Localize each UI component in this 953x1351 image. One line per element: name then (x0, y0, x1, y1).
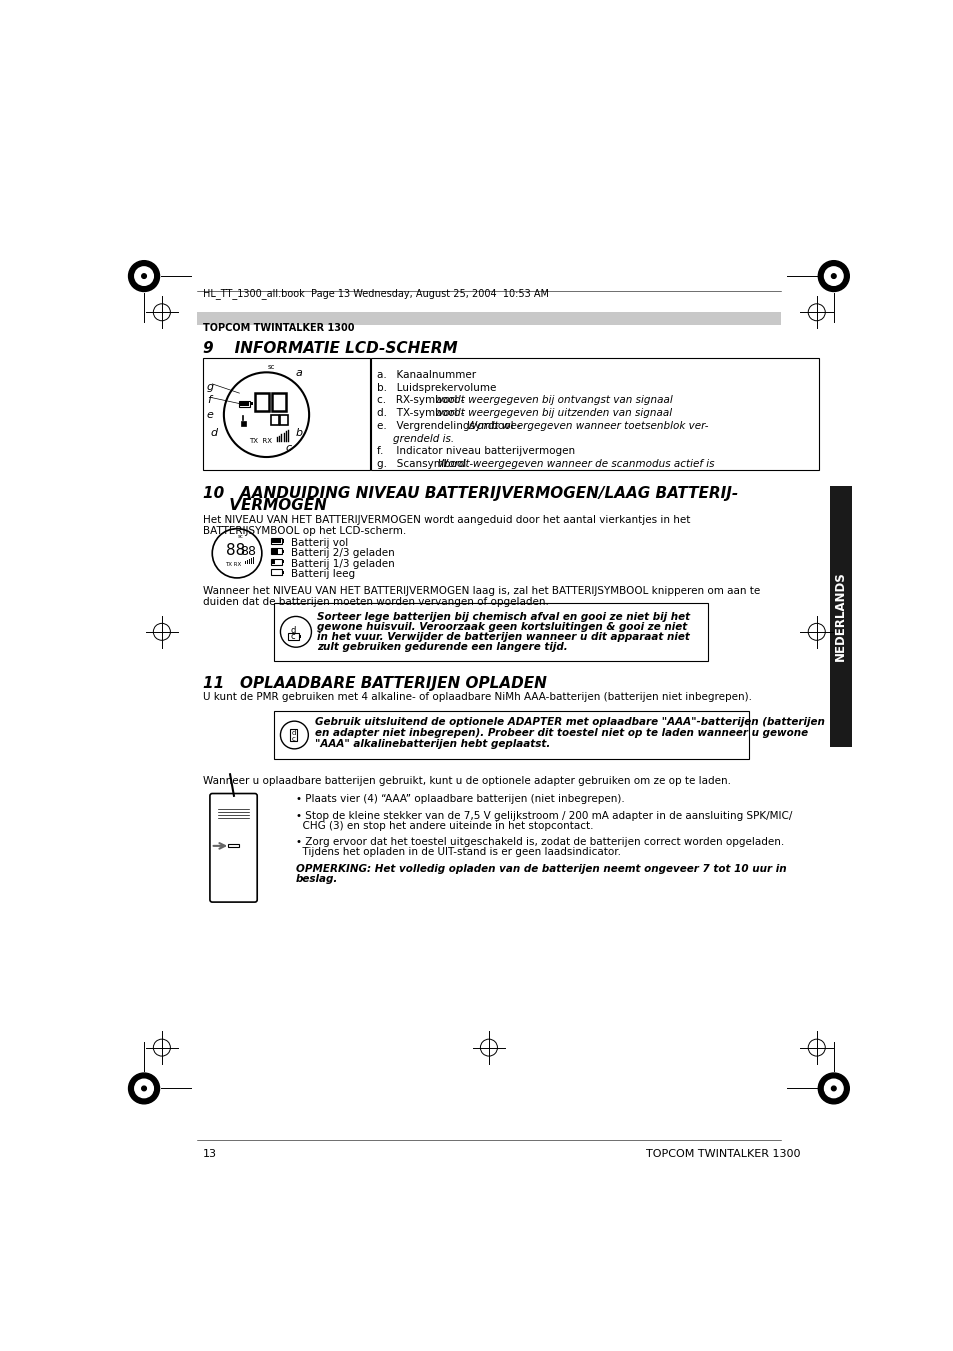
FancyBboxPatch shape (274, 711, 748, 759)
FancyBboxPatch shape (196, 312, 781, 326)
FancyBboxPatch shape (203, 358, 369, 470)
Text: 88: 88 (240, 544, 256, 558)
Text: en adapter niet inbegrepen). Probeer dit toestel niet op te laden wanneer u gewo: en adapter niet inbegrepen). Probeer dit… (314, 728, 807, 738)
Circle shape (823, 267, 842, 285)
Text: 88: 88 (226, 543, 245, 558)
FancyBboxPatch shape (282, 539, 284, 543)
FancyBboxPatch shape (282, 561, 284, 563)
FancyBboxPatch shape (250, 403, 253, 405)
FancyBboxPatch shape (371, 358, 819, 470)
Circle shape (129, 261, 159, 292)
Text: Wanneer u oplaadbare batterijen gebruikt, kunt u de optionele adapter gebruiken : Wanneer u oplaadbare batterijen gebruikt… (203, 775, 730, 786)
Text: g: g (207, 381, 213, 392)
Text: d: d (291, 730, 295, 735)
Text: c: c (291, 632, 294, 640)
Text: Batterij 1/3 geladen: Batterij 1/3 geladen (291, 559, 395, 569)
Text: Batterij leeg: Batterij leeg (291, 569, 355, 580)
Circle shape (142, 274, 146, 278)
Text: Wordt weergegeven wanneer de scanmodus actief is: Wordt weergegeven wanneer de scanmodus a… (438, 459, 714, 469)
Text: TOPCOM TWINTALKER 1300: TOPCOM TWINTALKER 1300 (645, 1150, 800, 1159)
Circle shape (823, 1079, 842, 1097)
Text: g.   Scansymbool -: g. Scansymbool - (377, 459, 476, 469)
Text: • Zorg ervoor dat het toestel uitgeschakeld is, zodat de batterijen correct word: • Zorg ervoor dat het toestel uitgeschak… (295, 836, 783, 847)
Text: • Plaats vier (4) “AAA” oplaadbare batterijen (niet inbegrepen).: • Plaats vier (4) “AAA” oplaadbare batte… (295, 793, 624, 804)
Text: a: a (295, 367, 302, 378)
Text: Sorteer lege batterijen bij chemisch afval en gooi ze niet bij het: Sorteer lege batterijen bij chemisch afv… (316, 612, 689, 621)
Text: in het vuur. Verwijder de batterijen wanneer u dit apparaat niet: in het vuur. Verwijder de batterijen wan… (316, 632, 689, 642)
Text: Gebruik uitsluitend de optionele ADAPTER met oplaadbare "AAA"-batterijen (batter: Gebruik uitsluitend de optionele ADAPTER… (314, 717, 823, 727)
Text: f: f (207, 396, 211, 405)
Circle shape (831, 274, 835, 278)
FancyBboxPatch shape (282, 570, 284, 574)
Text: d: d (211, 428, 217, 438)
Circle shape (129, 1073, 159, 1104)
Text: TX RX: TX RX (224, 562, 241, 567)
Text: c: c (286, 443, 292, 453)
Text: • Stop de kleine stekker van de 7,5 V gelijkstroom / 200 mA adapter in de aanslu: • Stop de kleine stekker van de 7,5 V ge… (295, 811, 792, 821)
Circle shape (134, 1079, 153, 1097)
FancyBboxPatch shape (298, 635, 301, 638)
Text: e.   Vergrendelingsymbool -: e. Vergrendelingsymbool - (377, 422, 523, 431)
Text: Tijdens het opladen in de UIT-stand is er geen laadsindicator.: Tijdens het opladen in de UIT-stand is e… (295, 847, 620, 857)
Text: Het NIVEAU VAN HET BATTERIJVERMOGEN wordt aangeduid door het aantal vierkantjes : Het NIVEAU VAN HET BATTERIJVERMOGEN word… (203, 515, 690, 536)
FancyBboxPatch shape (829, 485, 851, 747)
FancyBboxPatch shape (241, 422, 246, 426)
Text: zult gebruiken gedurende een langere tijd.: zult gebruiken gedurende een langere tij… (316, 642, 567, 651)
FancyBboxPatch shape (240, 401, 249, 407)
Text: CHG (3) en stop het andere uiteinde in het stopcontact.: CHG (3) en stop het andere uiteinde in h… (295, 821, 593, 831)
Circle shape (818, 261, 848, 292)
Text: Wordt weergegeven wanneer toetsenblok ver-: Wordt weergegeven wanneer toetsenblok ve… (467, 422, 708, 431)
Text: NEDERLANDS: NEDERLANDS (834, 571, 846, 661)
Text: wordt weergegeven bij ontvangst van signaal: wordt weergegeven bij ontvangst van sign… (435, 396, 672, 405)
Text: sc: sc (237, 534, 243, 539)
Text: 9    INFORMATIE LCD-SCHERM: 9 INFORMATIE LCD-SCHERM (203, 340, 457, 355)
Text: "AAA" alkalinebatterijen hebt geplaatst.: "AAA" alkalinebatterijen hebt geplaatst. (314, 739, 549, 748)
Text: c: c (291, 736, 294, 742)
Circle shape (818, 1073, 848, 1104)
Text: c.   RX-symbool -: c. RX-symbool - (377, 396, 468, 405)
Text: gewone huisvuil. Veroorzaak geen kortsluitingen & gooi ze niet: gewone huisvuil. Veroorzaak geen kortslu… (316, 621, 686, 632)
Text: d.   TX-symbool -: d. TX-symbool - (377, 408, 468, 419)
Text: U kunt de PMR gebruiken met 4 alkaline- of oplaadbare NiMh AAA-batterijen (batte: U kunt de PMR gebruiken met 4 alkaline- … (203, 692, 751, 703)
Text: b: b (295, 428, 303, 438)
Text: wordt weergegeven bij uitzenden van signaal: wordt weergegeven bij uitzenden van sign… (435, 408, 672, 419)
Text: 10   AANDUIDING NIVEAU BATTERIJVERMOGEN/LAAG BATTERIJ-: 10 AANDUIDING NIVEAU BATTERIJVERMOGEN/LA… (203, 485, 738, 500)
Circle shape (134, 267, 153, 285)
Text: TOPCOM TWINTALKER 1300: TOPCOM TWINTALKER 1300 (203, 323, 355, 334)
Text: 11   OPLAADBARE BATTERIJEN OPLADEN: 11 OPLAADBARE BATTERIJEN OPLADEN (203, 677, 546, 692)
Text: beslag.: beslag. (295, 874, 338, 885)
Text: Wanneer het NIVEAU VAN HET BATTERIJVERMOGEN laag is, zal het BATTERIJSYMBOOL kni: Wanneer het NIVEAU VAN HET BATTERIJVERMO… (203, 585, 760, 607)
FancyBboxPatch shape (272, 549, 278, 554)
Text: Batterij vol: Batterij vol (291, 538, 348, 549)
Text: TX  RX: TX RX (249, 438, 273, 443)
Text: sc: sc (268, 363, 275, 370)
FancyBboxPatch shape (272, 559, 274, 565)
Text: e: e (207, 411, 213, 420)
Text: a.   Kanaalnummer: a. Kanaalnummer (377, 370, 476, 380)
Text: OPMERKING: Het volledig opladen van de batterijen neemt ongeveer 7 tot 10 uur in: OPMERKING: Het volledig opladen van de b… (295, 865, 786, 874)
Text: Batterij 2/3 geladen: Batterij 2/3 geladen (291, 549, 395, 558)
Circle shape (831, 1086, 835, 1090)
Text: 13: 13 (203, 1150, 216, 1159)
Text: f.    Indicator niveau batterijvermogen: f. Indicator niveau batterijvermogen (377, 446, 575, 457)
Text: grendeld is.: grendeld is. (393, 434, 454, 443)
FancyBboxPatch shape (274, 604, 707, 661)
Text: b.   Luidsprekervolume: b. Luidsprekervolume (377, 382, 497, 393)
Text: VERMOGEN: VERMOGEN (203, 497, 327, 513)
Circle shape (142, 1086, 146, 1090)
FancyBboxPatch shape (272, 539, 281, 543)
Text: HL_TT_1300_all.book  Page 13 Wednesday, August 25, 2004  10:53 AM: HL_TT_1300_all.book Page 13 Wednesday, A… (203, 288, 548, 300)
FancyBboxPatch shape (282, 550, 284, 553)
Text: d: d (291, 626, 295, 635)
